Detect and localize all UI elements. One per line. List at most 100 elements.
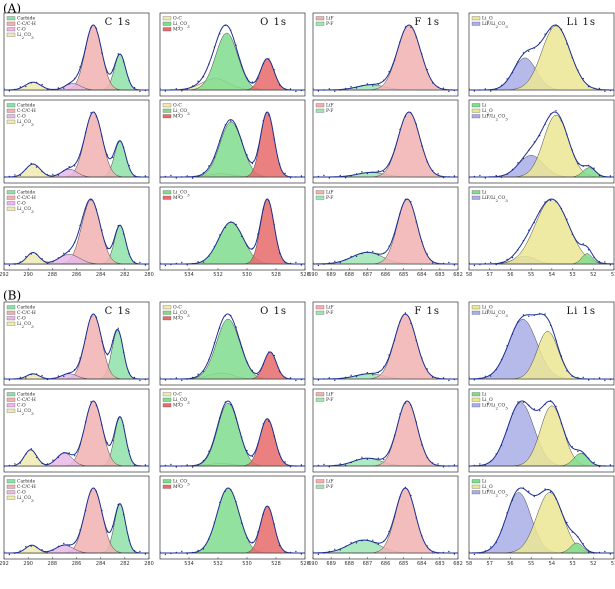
legend-label: Carbide [17, 305, 35, 311]
x-tick-label: 54 [549, 561, 555, 567]
data-point [313, 87, 314, 90]
legend-label: LiF/Li2CO3 [482, 195, 508, 203]
data-point [383, 170, 385, 173]
data-point [399, 320, 401, 323]
data-point [246, 245, 248, 247]
data-point [230, 29, 232, 31]
data-point [63, 375, 65, 378]
x-axis: 690 689 688 687 686 685 684 683 682 [308, 268, 463, 278]
data-point [295, 261, 297, 264]
data-point [19, 462, 21, 464]
data-point [366, 83, 369, 85]
legend-label: Li2CO3 [17, 408, 34, 416]
data-point [224, 490, 226, 492]
data-point [235, 417, 237, 419]
x-tick-label: 54 [549, 272, 555, 278]
data-point [230, 403, 232, 406]
legend-label: LiF/Li2CO3 [482, 21, 508, 29]
panel-plot [313, 486, 458, 555]
data-point [372, 457, 374, 460]
x-axis: 58 57 56 55 54 53 52 51 [466, 557, 615, 567]
data-point [170, 378, 172, 380]
data-point [582, 77, 584, 80]
data-point [208, 450, 210, 452]
legend-swatch [6, 484, 16, 489]
panel-plot [4, 400, 149, 468]
legend-label: LiF/Li2CO3 [482, 310, 508, 318]
data-point [289, 262, 292, 264]
data-point [355, 375, 358, 378]
data-point [528, 315, 530, 317]
legend-swatch [471, 479, 481, 484]
data-point [517, 401, 519, 403]
data-point [213, 156, 216, 159]
legend-label: Li2O [482, 484, 493, 492]
envelope-line [313, 24, 458, 91]
data-point [388, 354, 390, 356]
data-point [366, 539, 369, 541]
x-tick-label: 534 [184, 561, 194, 567]
data-point [191, 263, 194, 265]
legend-swatch [6, 403, 16, 408]
element-title: C 1s [105, 17, 131, 28]
x-tick-label: 683 [435, 272, 445, 278]
data-point [339, 174, 341, 177]
data-point [469, 465, 470, 468]
data-point [300, 378, 303, 381]
data-point [453, 175, 456, 177]
data-point [300, 89, 303, 92]
x-tick-label: 682 [453, 561, 463, 567]
data-point [289, 466, 292, 468]
data-point [30, 162, 32, 165]
data-point [598, 551, 601, 554]
x-tick-label: 57 [487, 561, 493, 567]
data-point [506, 428, 508, 431]
data-point [164, 264, 167, 267]
data-point [361, 85, 363, 87]
data-point [495, 453, 497, 455]
data-point [14, 88, 16, 91]
data-point [101, 340, 103, 342]
data-point [133, 261, 136, 263]
data-point [52, 261, 54, 263]
data-point [539, 42, 541, 44]
data-point [144, 264, 147, 266]
data-point [431, 462, 434, 464]
data-point [339, 463, 341, 465]
data-point [361, 252, 363, 255]
x-axis: 534 532 530 528 526 [184, 557, 310, 567]
legend-label: LiF [326, 305, 334, 311]
data-point [549, 199, 552, 202]
data-point [377, 371, 379, 374]
data-point [213, 437, 216, 440]
data-point [240, 346, 243, 349]
legend-label: M-O [173, 403, 183, 409]
data-point [30, 253, 32, 255]
legend-label: C-O [17, 201, 26, 207]
data-point [393, 339, 396, 341]
data-point [372, 250, 374, 253]
data-point [251, 247, 254, 250]
legend-swatch [6, 479, 16, 484]
data-point [383, 458, 385, 461]
legend-swatch [6, 321, 16, 326]
legend-label: C-O [17, 114, 26, 120]
data-point [74, 455, 76, 457]
envelope-line [4, 24, 149, 91]
data-point [122, 233, 125, 235]
legend-swatch [6, 27, 16, 32]
legend-label: P-F [326, 108, 333, 114]
data-point [57, 174, 60, 176]
data-point [186, 553, 188, 555]
data-point [144, 378, 147, 381]
data-point [511, 72, 514, 74]
data-point [517, 321, 519, 323]
data-point [144, 553, 147, 555]
panel-frame [312, 99, 459, 184]
data-point [544, 313, 546, 315]
